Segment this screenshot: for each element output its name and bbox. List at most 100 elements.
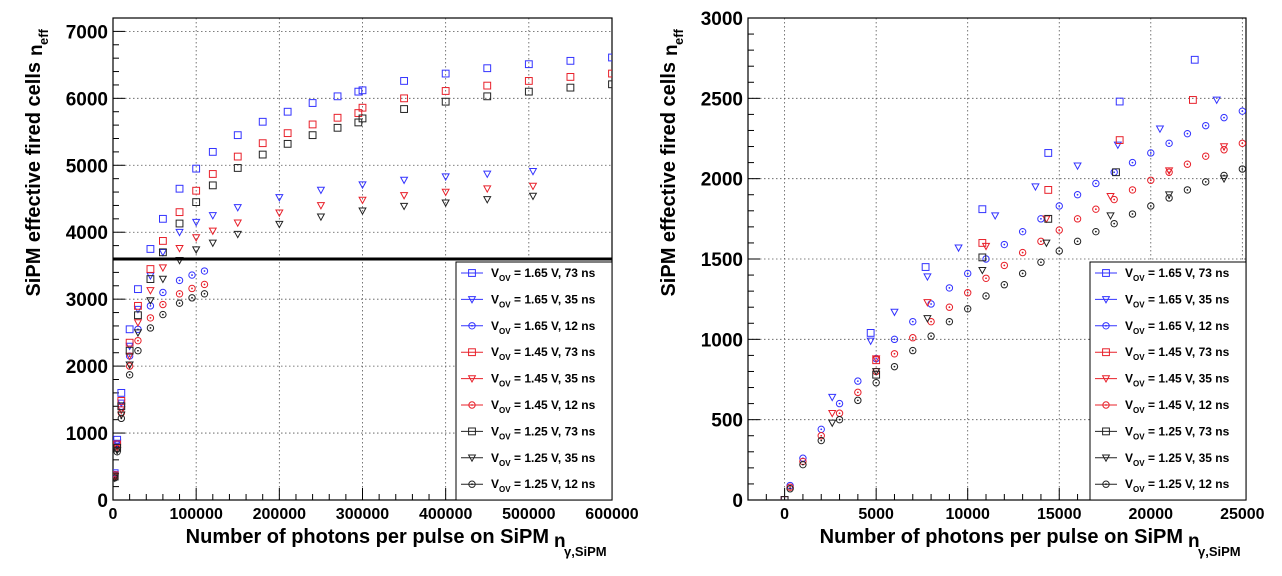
data-point [158, 249, 168, 257]
data-point [945, 317, 954, 326]
legend-entry: V OV = 1.45 V, 35 ns [461, 372, 596, 389]
data-point [208, 147, 217, 156]
x-tick-label: 600000 [585, 506, 638, 523]
data-point [441, 97, 450, 106]
data-point [191, 246, 201, 255]
legend-marker [467, 375, 477, 384]
x-tick-label: 0 [780, 506, 789, 523]
data-point-dot [948, 287, 951, 289]
data-point [175, 244, 184, 253]
data-point [275, 209, 284, 218]
data-point [524, 60, 533, 69]
data-point-dot [178, 302, 181, 305]
data-point [159, 310, 167, 319]
data-point [945, 303, 954, 311]
legend-entry: V OV = 1.25 V, 35 ns [1095, 451, 1230, 468]
data-point-dot [1094, 182, 1097, 185]
data-point-dot [856, 391, 859, 394]
legend-label: = 1.65 V, 12 ns [1148, 319, 1230, 333]
data-point [566, 73, 575, 81]
data-point-dot [1223, 116, 1225, 119]
data-point [871, 355, 881, 364]
data-point [358, 114, 367, 123]
y-tick-label: 0 [732, 491, 743, 512]
x-axis-symbol: n [554, 531, 566, 552]
data-point-dot [203, 270, 206, 272]
data-point [117, 402, 126, 411]
data-point-dot [856, 380, 859, 383]
legend-symbol: V [1125, 451, 1133, 465]
data-point [333, 92, 342, 101]
data-point [854, 388, 862, 397]
data-point [854, 377, 862, 385]
data-point [921, 263, 930, 271]
data-point [117, 388, 126, 397]
data-point-dot [948, 320, 951, 323]
data-point [1106, 212, 1115, 221]
data-point [817, 436, 825, 445]
data-point-dot [1204, 124, 1207, 127]
legend-symbol-subscript: OV [499, 353, 511, 362]
legend-marker-dot [1105, 404, 1107, 406]
data-point [233, 219, 242, 228]
data-point [1190, 55, 1199, 64]
data-point [1212, 96, 1221, 105]
data-point-dot [120, 417, 123, 420]
data-point [1238, 139, 1246, 148]
data-point-dot [137, 349, 139, 352]
data-point [1044, 149, 1053, 157]
y-axis-symbol-subscript: eff [671, 28, 686, 45]
data-point-dot [149, 327, 152, 329]
data-point-dot [137, 339, 139, 342]
data-point [1147, 202, 1155, 210]
data-point [358, 181, 367, 190]
data-point [283, 107, 292, 116]
data-point [1092, 179, 1100, 188]
data-point [258, 117, 267, 126]
data-point [1044, 214, 1053, 223]
data-layer [780, 55, 1246, 500]
data-point-dot [191, 287, 193, 290]
data-point-dot [162, 313, 164, 316]
data-point-dot [162, 291, 164, 294]
legend-marker [1101, 296, 1111, 304]
data-point [191, 234, 201, 243]
data-point-dot [116, 450, 119, 453]
data-point [1018, 227, 1027, 236]
data-point [441, 87, 450, 95]
data-point [316, 202, 326, 210]
data-point [200, 290, 209, 298]
data-point [890, 350, 899, 358]
legend-entry: V OV = 1.65 V, 35 ns [461, 292, 596, 309]
series-4 [113, 69, 612, 480]
data-point-dot [191, 296, 193, 299]
legend-label: = 1.45 V, 73 ns [514, 345, 596, 359]
y-tick-label: 2000 [701, 170, 743, 191]
data-point [1037, 258, 1045, 266]
legend-marker [468, 401, 476, 409]
data-point [1000, 281, 1009, 289]
data-point-dot [1003, 264, 1006, 267]
legend-symbol: V [491, 319, 499, 333]
x-tick-label: 5000 [858, 506, 894, 523]
y-tick-label: 3000 [66, 290, 108, 311]
data-point [1128, 186, 1137, 194]
data-point [990, 212, 1000, 221]
data-point-dot [1131, 161, 1134, 164]
data-point [1042, 239, 1051, 248]
data-point [978, 205, 987, 214]
data-point [117, 414, 126, 423]
data-point [1113, 141, 1123, 150]
data-point-dot [178, 292, 181, 295]
data-point [524, 77, 533, 85]
legend-box [1089, 261, 1247, 501]
data-point [981, 242, 991, 251]
legend-symbol-subscript: OV [1133, 353, 1145, 362]
series-7 [113, 80, 612, 481]
data-point [159, 300, 167, 309]
data-point [316, 186, 326, 195]
data-point-dot [1149, 205, 1152, 207]
data-point [200, 280, 209, 289]
data-point-dot [1186, 163, 1189, 166]
data-point [208, 227, 218, 236]
